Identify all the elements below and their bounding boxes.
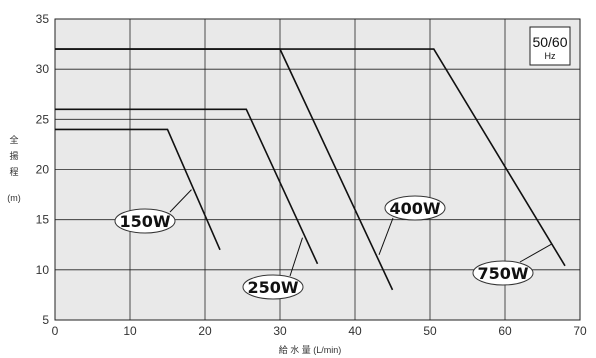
callout-bubble: [242, 274, 304, 300]
y-tick-label: 30: [36, 62, 50, 76]
x-tick-label: 10: [123, 324, 137, 338]
series-lines: [55, 48, 566, 291]
x-tick-label: 50: [423, 324, 437, 338]
callout-leader: [519, 243, 553, 263]
callout-bubble: [114, 208, 176, 234]
series-callouts: 150W 250W 400W 750W: [114, 189, 553, 300]
callout-label: 250W: [247, 278, 298, 297]
y-axis-ticks: 5 10 15 20 25 30 35: [36, 12, 50, 327]
callout-bubble: [472, 260, 534, 286]
callout-leader: [169, 189, 192, 213]
y-label-char-3: 程: [9, 167, 18, 177]
x-tick-label: 30: [273, 324, 287, 338]
x-tick-label: 60: [498, 324, 512, 338]
frequency-main: 50/60: [532, 34, 567, 50]
series-line-150w: [55, 128, 221, 251]
callout-750w: 750W: [472, 243, 553, 286]
callout-400w: 400W: [378, 195, 446, 255]
callout-250w: 250W: [242, 237, 304, 300]
x-axis-ticks: 0 10 20 30 40 50 60 70: [52, 324, 587, 338]
y-tick-label: 35: [36, 12, 50, 26]
x-axis-label: 給 水 量 (L/min): [279, 344, 342, 355]
x-tick-label: 70: [573, 324, 587, 338]
callout-label: 150W: [119, 212, 170, 231]
series-line-250w: [55, 108, 319, 265]
callout-leader: [378, 217, 394, 255]
y-tick-label: 10: [36, 263, 50, 277]
x-tick-label: 40: [348, 324, 362, 338]
x-tick-label: 20: [198, 324, 212, 338]
y-label-char-1: 全: [9, 134, 18, 145]
y-tick-label: 5: [42, 313, 49, 327]
callout-150w: 150W: [114, 189, 192, 234]
callout-leader: [289, 237, 303, 277]
y-tick-label: 25: [36, 112, 50, 126]
frequency-unit: Hz: [545, 51, 556, 61]
callout-label: 750W: [477, 264, 528, 283]
frequency-badge: 50/60 Hz: [529, 26, 571, 66]
y-axis-label: 全 揚 程 (m): [7, 134, 21, 203]
x-tick-label: 0: [52, 324, 59, 338]
series-line-750w: [55, 48, 566, 267]
y-label-unit: (m): [7, 193, 21, 203]
y-label-char-2: 揚: [9, 150, 18, 161]
y-tick-label: 20: [36, 163, 50, 177]
callout-bubble: [384, 195, 446, 221]
callout-label: 400W: [389, 199, 440, 218]
y-tick-label: 15: [36, 213, 50, 227]
